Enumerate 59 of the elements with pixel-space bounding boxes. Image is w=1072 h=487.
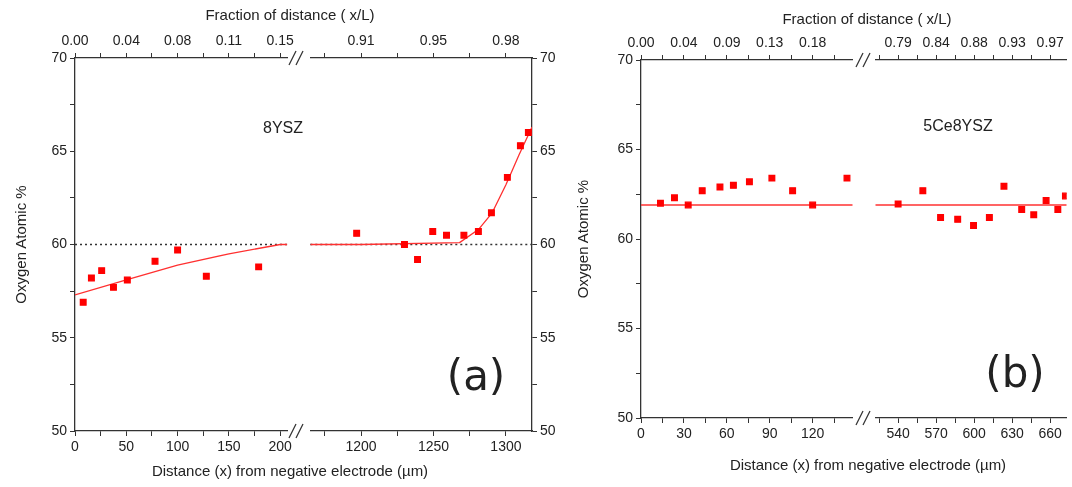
x-tick-label: 30 (676, 425, 692, 442)
x2-tick-label: 0.84 (922, 34, 950, 51)
x2-tick-label: 0.11 (215, 32, 243, 49)
x2-tick-label: 0.00 (627, 34, 655, 51)
x-tick-label: 600 (962, 425, 987, 442)
x2-tick-label: 0.88 (960, 34, 989, 51)
x2-tick-label: 0.15 (266, 32, 295, 49)
x-tick-label: 1200 (345, 438, 377, 455)
annotation: 5Ce8YSZ (923, 117, 993, 135)
y-tick-label: 70 (540, 48, 556, 65)
y-tick-label: 55 (540, 328, 556, 345)
x-tick-label: 0 (71, 438, 80, 455)
x2-tick-label: 0.08 (163, 32, 192, 49)
x2-tick-label: 0.13 (756, 34, 784, 51)
x2-tick-label: 0.18 (799, 34, 827, 51)
x-axis-title: Distance (x) from negative electrode (µm) (729, 455, 1007, 473)
x-tick-label: 660 (1038, 425, 1063, 442)
x2-tick-label: 0.97 (1036, 34, 1065, 51)
x2-axis-title: Fraction of distance ( x/L) (205, 5, 375, 23)
x-tick-label: 60 (719, 425, 735, 442)
x2-tick-label: 0.91 (347, 32, 375, 49)
y-tick-label: 65 (51, 142, 68, 159)
x-tick-label: 120 (800, 425, 825, 442)
x2-tick-label: 0.04 (670, 34, 698, 51)
x2-tick-label: 0.00 (61, 32, 89, 49)
x-tick-label: 570 (924, 425, 949, 442)
y-tick-label: 50 (617, 408, 634, 425)
x-tick-label: 630 (1000, 425, 1025, 442)
y-tick-label: 60 (617, 229, 634, 246)
x2-axis-title: Fraction of distance ( x/L) (782, 9, 952, 27)
y-tick-label: 65 (540, 142, 556, 159)
y-tick-label: 70 (617, 50, 634, 67)
x-tick-label: 50 (118, 438, 135, 455)
annotation: 8YSZ (262, 119, 304, 137)
x2-tick-label: 0.09 (713, 34, 741, 51)
x2-tick-label: 0.04 (112, 32, 141, 49)
y-tick-label: 55 (51, 328, 68, 345)
y-tick-label: 55 (617, 319, 634, 336)
y-axis-title: Oxygen Atomic % (12, 185, 30, 304)
annotation: (b) (985, 347, 1045, 397)
x-tick-label: 1250 (417, 438, 450, 455)
x-tick-label: 90 (761, 425, 778, 442)
x2-tick-label: 0.93 (998, 34, 1027, 51)
x-tick-label: 540 (886, 425, 911, 442)
y-tick-label: 65 (617, 140, 634, 157)
x-tick-label: 0 (637, 425, 646, 442)
x-tick-label: 200 (268, 438, 293, 455)
y-axis-title: Oxygen Atomic % (574, 179, 592, 299)
x2-tick-label: 0.98 (492, 32, 520, 49)
x-axis-title: Distance (x) from negative electrode (µm) (151, 461, 429, 479)
x2-tick-label: 0.95 (419, 32, 448, 49)
annotation: (a) (446, 350, 506, 400)
y-tick-label: 70 (51, 48, 68, 65)
y-tick-label: 60 (51, 235, 68, 252)
y-tick-label: 60 (540, 235, 556, 252)
x-tick-label: 100 (165, 438, 190, 455)
x-tick-label: 1300 (490, 438, 522, 455)
x2-tick-label: 0.79 (884, 34, 912, 51)
x-tick-label: 150 (217, 438, 241, 455)
